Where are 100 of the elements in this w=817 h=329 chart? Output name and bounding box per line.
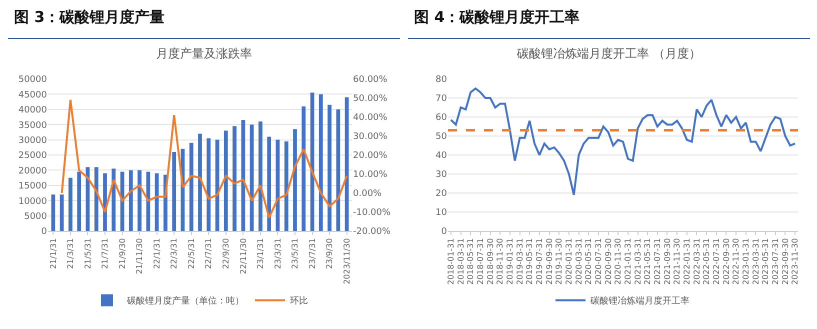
legend-label: 环比 <box>290 296 308 307</box>
x-tick-label: 23/3/31 <box>273 238 282 270</box>
x-tick-label: 2021-01-31 <box>624 238 633 285</box>
x-tick-label: 23/1/31 <box>256 238 266 270</box>
x-tick-label: 2021-07-31 <box>653 238 662 285</box>
y-tick-label: 30000 <box>18 136 48 146</box>
x-tick-label: 2018-07-31 <box>476 238 486 285</box>
x-tick-label: 21/11/30 <box>135 238 144 274</box>
y-tick-label: 0 <box>441 227 448 238</box>
x-tick-label: 2022-11-30 <box>732 238 741 285</box>
x-tick-label: 2023/11/30 <box>342 238 352 284</box>
y-tick-label: 45000 <box>18 90 48 100</box>
chart-title: 图 4：碳酸锂月度开工率 <box>408 0 810 39</box>
y-tick-label: 20 <box>436 189 448 200</box>
bar <box>198 134 202 231</box>
bar <box>293 129 297 231</box>
x-tick-label: 2020-11-30 <box>614 238 623 285</box>
x-tick-label: 2022-07-31 <box>712 238 721 285</box>
x-tick-label: 2023-01-31 <box>741 238 750 285</box>
y2-tick-label: -20.00% <box>353 227 392 238</box>
bar <box>250 124 254 231</box>
bar <box>146 172 150 231</box>
y2-tick-label: 20.00% <box>353 151 388 162</box>
x-tick-label: 2018-05-31 <box>466 238 476 285</box>
x-tick-label: 21/3/31 <box>66 238 76 270</box>
x-tick-label: 2020-07-31 <box>594 238 604 285</box>
y-tick-label: 70 <box>436 94 448 104</box>
bar <box>224 130 228 231</box>
y-tick-label: 15000 <box>18 182 48 192</box>
x-tick-label: 22/5/31 <box>186 238 196 270</box>
x-tick-label: 22/7/31 <box>204 238 214 270</box>
bar <box>77 172 82 231</box>
x-tick-label: 2018-11-30 <box>496 238 505 285</box>
x-tick-label: 2018-03-31 <box>456 238 466 285</box>
bar <box>267 136 272 231</box>
bar <box>112 168 116 231</box>
y-tick-label: 20000 <box>18 166 48 176</box>
y2-tick-label: 0.00% <box>353 189 382 200</box>
y-tick-label: 50000 <box>18 75 48 86</box>
x-tick-label: 2020-03-31 <box>574 238 584 285</box>
legend-label: 碳酸锂冶炼端月度开工率 <box>590 296 690 307</box>
bar <box>284 141 288 231</box>
bar <box>328 104 332 231</box>
x-tick-label: 2020-01-31 <box>564 238 574 285</box>
x-tick-label: 2019-05-31 <box>525 238 534 285</box>
bar <box>344 97 349 231</box>
x-tick-label: 2023-05-31 <box>761 238 770 285</box>
line-series <box>450 88 796 196</box>
x-tick-label: 23/7/31 <box>308 238 317 270</box>
y-tick-label: 30 <box>436 170 448 180</box>
y-tick-label: 50 <box>436 132 448 142</box>
bar <box>318 94 323 231</box>
x-tick-label: 2023-09-30 <box>780 238 790 285</box>
x-tick-label: 2019-07-31 <box>535 238 544 285</box>
x-tick-label: 2019-01-31 <box>506 238 515 285</box>
bar <box>51 194 56 231</box>
y2-tick-label: 40.00% <box>353 113 388 124</box>
y2-tick-label: 50.00% <box>353 94 388 104</box>
bar <box>302 106 306 231</box>
bar <box>128 170 133 231</box>
bar <box>154 173 159 231</box>
chart-title: 图 3：碳酸锂月度产量 <box>8 0 400 39</box>
bar <box>258 122 262 231</box>
x-tick-label: 2022-09-30 <box>722 238 731 285</box>
y-tick-label: 35000 <box>18 120 48 131</box>
bar <box>103 173 107 231</box>
x-tick-label: 22/11/30 <box>238 238 248 274</box>
y-tick-label: 10 <box>436 208 448 218</box>
bar <box>172 152 176 231</box>
y-tick-label: 60 <box>436 113 448 124</box>
x-tick-label: 2023-07-31 <box>770 238 780 285</box>
x-tick-label: 22/3/31 <box>170 238 179 270</box>
y-tick-label: 5000 <box>24 212 48 222</box>
bar <box>232 126 236 231</box>
chart-subtitle: 月度产量及涨跌率 <box>156 46 252 60</box>
x-tick-label: 2019-03-31 <box>515 238 524 285</box>
y-tick-label: 40 <box>436 151 448 162</box>
x-tick-label: 2019-09-30 <box>544 238 554 285</box>
x-tick-label: 23/9/30 <box>325 238 334 270</box>
x-tick-label: 2023-03-31 <box>751 238 760 285</box>
y2-tick-label: 60.00% <box>353 75 388 86</box>
x-tick-label: 2021-09-30 <box>662 238 672 285</box>
x-tick-label: 2018-09-30 <box>486 238 495 285</box>
x-tick-label: 2019-11-30 <box>554 238 564 285</box>
y-tick-label: 0 <box>41 227 48 238</box>
y2-tick-label: 30.00% <box>353 132 388 142</box>
x-tick-label: 2021-05-31 <box>643 238 652 285</box>
x-tick-label: 21/9/30 <box>118 238 127 270</box>
x-tick-label: 22/1/31 <box>152 238 162 270</box>
x-tick-label: 2020-05-31 <box>584 238 594 285</box>
x-tick-label: 23/5/31 <box>290 238 300 270</box>
x-tick-label: 21/1/31 <box>48 238 58 270</box>
x-tick-label: 21/5/31 <box>83 238 92 270</box>
x-tick-label: 21/7/31 <box>100 238 110 270</box>
x-tick-label: 2020-09-30 <box>604 238 613 285</box>
x-tick-label: 2021-03-31 <box>633 238 642 285</box>
bar <box>138 170 142 231</box>
bar <box>94 167 98 231</box>
x-tick-label: 2021-11-30 <box>672 238 682 285</box>
y-tick-label: 80 <box>436 75 448 86</box>
